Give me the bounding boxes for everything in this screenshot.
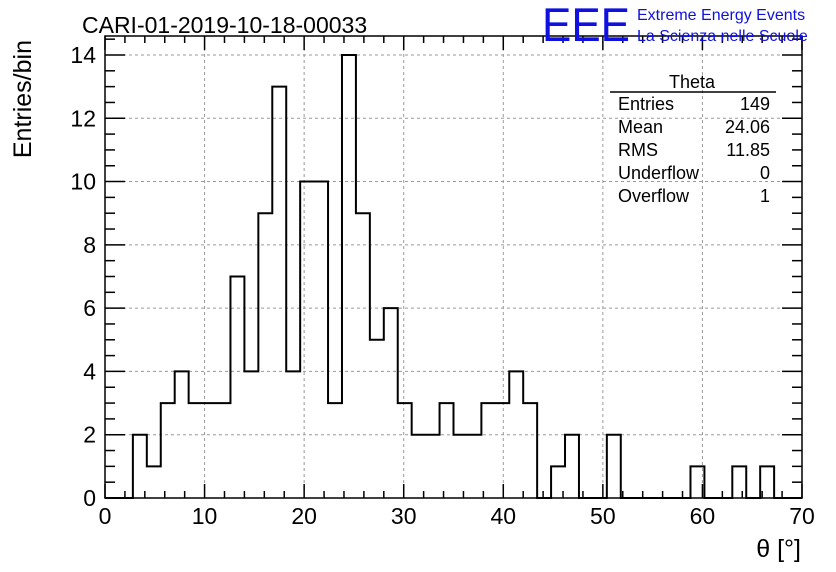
stats-value: 24.06 bbox=[725, 117, 770, 137]
y-axis-label: Entries/bin bbox=[9, 40, 37, 158]
y-tick-label: 4 bbox=[83, 358, 96, 384]
x-axis-label: θ [°] bbox=[756, 535, 801, 563]
stats-label: RMS bbox=[618, 140, 658, 160]
x-tick-label: 10 bbox=[192, 503, 218, 529]
y-tick-label: 10 bbox=[70, 169, 96, 195]
axis-ticks bbox=[104, 36, 803, 499]
x-tick-label: 70 bbox=[789, 503, 815, 529]
stats-label: Overflow bbox=[618, 186, 690, 206]
eee-logo-line1: Extreme Energy Events bbox=[637, 7, 805, 24]
y-tick-label: 6 bbox=[83, 295, 96, 321]
y-tick-label: 0 bbox=[83, 485, 96, 511]
y-tick-label: 12 bbox=[70, 105, 96, 131]
eee-logo-mark: EEE bbox=[542, 0, 630, 51]
x-tick-label: 50 bbox=[590, 503, 616, 529]
x-tick-label: 30 bbox=[391, 503, 417, 529]
stats-value: 1 bbox=[760, 186, 770, 206]
y-tick-label: 8 bbox=[83, 232, 96, 258]
stats-value: 149 bbox=[740, 94, 770, 114]
y-tick-label: 14 bbox=[70, 42, 96, 68]
plot-frame bbox=[104, 35, 803, 499]
chart-title: CARI-01-2019-10-18-00033 bbox=[82, 12, 367, 38]
stats-box-title: Theta bbox=[669, 72, 716, 92]
x-tick-labels: 0 10 20 30 40 50 60 70 bbox=[99, 503, 815, 529]
histogram-outline bbox=[105, 53, 802, 499]
stats-value: 0 bbox=[760, 163, 770, 183]
eee-logo-line2: La Scienza nelle Scuole bbox=[637, 28, 808, 45]
stats-label: Underflow bbox=[618, 163, 700, 183]
eee-logo: EEE Extreme Energy Events La Scienza nel… bbox=[542, 0, 808, 51]
x-tick-label: 0 bbox=[99, 503, 112, 529]
y-tick-labels: 0 2 4 6 8 10 12 14 bbox=[70, 42, 96, 511]
x-tick-label: 40 bbox=[490, 503, 516, 529]
stats-label: Entries bbox=[618, 94, 674, 114]
x-tick-label: 60 bbox=[690, 503, 716, 529]
stats-box: Theta Entries 149 Mean 24.06 RMS 11.85 Underfl… bbox=[610, 72, 776, 206]
stats-value: 11.85 bbox=[726, 140, 770, 160]
stats-label: Mean bbox=[618, 117, 663, 137]
x-tick-label: 20 bbox=[291, 503, 317, 529]
y-tick-label: 2 bbox=[83, 422, 96, 448]
